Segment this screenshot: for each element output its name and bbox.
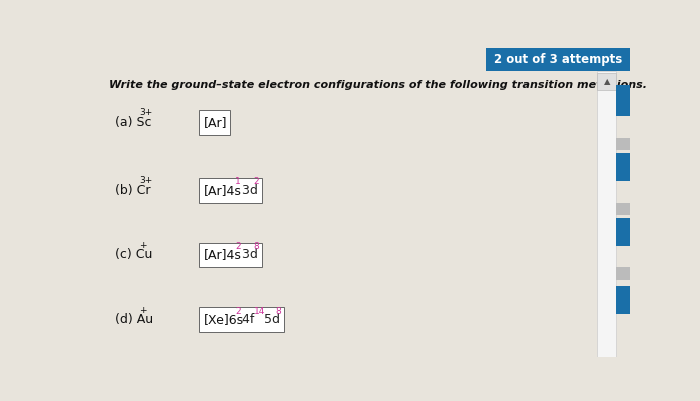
Text: 8: 8 <box>276 307 281 316</box>
Text: 4f: 4f <box>238 313 255 326</box>
Text: 1: 1 <box>235 177 241 186</box>
FancyBboxPatch shape <box>617 267 630 280</box>
Text: 3d: 3d <box>238 249 258 261</box>
Text: 2: 2 <box>235 307 241 316</box>
FancyBboxPatch shape <box>617 203 630 215</box>
FancyBboxPatch shape <box>199 243 262 267</box>
FancyBboxPatch shape <box>617 153 630 181</box>
Text: 3d: 3d <box>238 184 258 196</box>
Text: (c) Cu: (c) Cu <box>115 249 152 261</box>
FancyBboxPatch shape <box>617 138 630 150</box>
Text: 2: 2 <box>254 177 260 186</box>
Text: (d) Au: (d) Au <box>115 313 153 326</box>
FancyBboxPatch shape <box>486 48 630 71</box>
Text: [Ar]: [Ar] <box>204 116 228 129</box>
Text: +: + <box>139 241 146 250</box>
Text: Write the ground–state electron configurations of the following transition metal: Write the ground–state electron configur… <box>109 80 648 90</box>
Text: [Ar]4s: [Ar]4s <box>204 249 242 261</box>
FancyBboxPatch shape <box>617 286 630 314</box>
FancyBboxPatch shape <box>199 110 230 135</box>
FancyBboxPatch shape <box>598 71 617 357</box>
Text: 3+: 3+ <box>139 176 153 185</box>
FancyBboxPatch shape <box>598 73 617 90</box>
Text: +: + <box>139 306 146 315</box>
Text: 3+: 3+ <box>139 108 153 117</box>
FancyBboxPatch shape <box>199 178 262 203</box>
Text: (b) Cr: (b) Cr <box>115 184 150 196</box>
Text: [Ar]4s: [Ar]4s <box>204 184 242 196</box>
FancyBboxPatch shape <box>617 218 630 246</box>
Text: 8: 8 <box>254 242 260 251</box>
Text: [Xe]6s: [Xe]6s <box>204 313 244 326</box>
Text: 2: 2 <box>235 242 241 251</box>
Text: 5d: 5d <box>260 313 280 326</box>
FancyBboxPatch shape <box>199 308 284 332</box>
FancyBboxPatch shape <box>617 85 630 116</box>
Text: 2 out of 3 attempts: 2 out of 3 attempts <box>494 53 622 66</box>
Text: (a) Sc: (a) Sc <box>115 116 151 129</box>
Text: 14: 14 <box>254 307 265 316</box>
Text: ▲: ▲ <box>603 77 610 86</box>
